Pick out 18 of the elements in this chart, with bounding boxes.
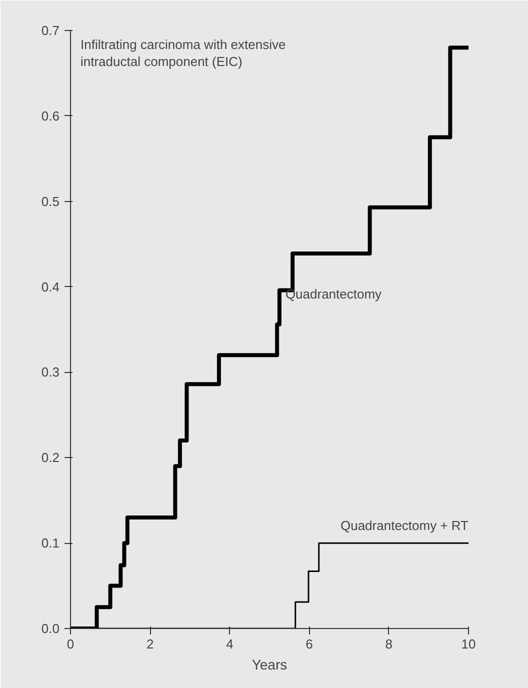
y-tick-label: 0.4	[41, 279, 60, 294]
y-tick-label: 0.7	[41, 23, 60, 38]
y-tick-label: 0.2	[41, 450, 60, 466]
y-tick-label: 0.6	[41, 108, 60, 124]
series-label: Quadrantectomy	[285, 286, 382, 302]
x-axis-title: Years	[252, 656, 288, 672]
x-tick-label: 2	[146, 636, 154, 652]
y-tick-label: 0.1	[41, 536, 60, 551]
x-tick-label: 4	[226, 636, 234, 652]
x-tick-label: 10	[461, 636, 476, 652]
x-tick-label: 6	[306, 636, 313, 652]
y-tick-label: 0.3	[41, 364, 60, 380]
text: Infiltrating carcinoma with extensive intraductal component (EIC)	[80, 37, 286, 69]
series-label: Quadrantectomy + RT	[340, 518, 469, 534]
x-tick-label: 8	[385, 636, 393, 652]
y-tick-label: 0.0	[41, 621, 60, 636]
x-tick-label: 0	[66, 636, 74, 652]
y-tick-label: 0.5	[41, 194, 60, 209]
